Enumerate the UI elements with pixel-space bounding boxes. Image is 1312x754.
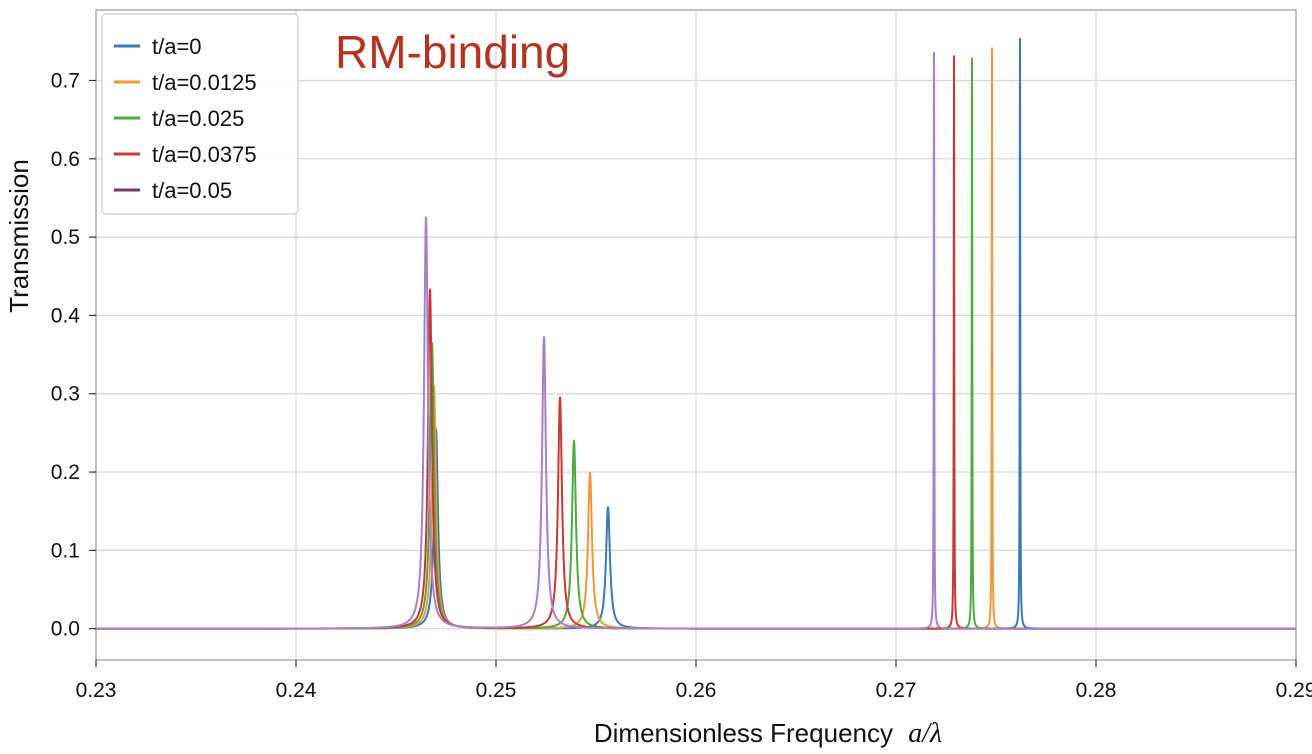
series-lines	[95, 37, 1297, 630]
legend-label: t/a=0.025	[152, 106, 244, 131]
y-tick-label: 0.3	[51, 383, 80, 406]
legend-label: t/a=0	[152, 34, 202, 59]
y-tick-label: 0.5	[51, 226, 80, 249]
x-tick-label: 0.29	[1276, 679, 1312, 702]
legend-box	[101, 13, 299, 215]
legend-label: t/a=0.0125	[152, 70, 257, 95]
x-tick-label: 0.23	[76, 679, 117, 702]
x-tick-label: 0.26	[676, 679, 717, 702]
x-tick-label: 0.28	[1076, 679, 1117, 702]
series-line-4	[95, 52, 1297, 630]
y-tick-label: 0.1	[51, 539, 80, 562]
x-tick-label: 0.27	[876, 679, 917, 702]
x-axis-label-math: a/λ	[908, 718, 942, 749]
x-tick-label: 0.24	[276, 679, 317, 702]
y-tick-label: 0.4	[51, 304, 81, 327]
legend-label: t/a=0.05	[152, 178, 232, 203]
x-axis-label: Dimensionless Frequency a/λ	[594, 718, 942, 749]
y-axis-label: Transmission	[4, 159, 34, 313]
legend-label: t/a=0.0375	[152, 142, 257, 167]
y-tick-label: 0.0	[51, 618, 80, 641]
y-tick-label: 0.6	[51, 148, 80, 171]
x-tick-label: 0.25	[476, 679, 517, 702]
x-axis-label-text: Dimensionless Frequency	[594, 718, 893, 748]
axis-ticks: 0.23 0.24 0.25 0.26 0.27 0.28 0.29 0.0 0.1 0.2 0.3…	[51, 69, 1312, 702]
y-tick-label: 0.2	[51, 461, 80, 484]
legend: t/a=0 t/a=0.0125 t/a=0.025 t/a=0.0375 t/a=0.…	[101, 13, 299, 215]
y-tick-label: 0.7	[51, 69, 80, 92]
chart-title: RM-binding	[335, 26, 570, 78]
